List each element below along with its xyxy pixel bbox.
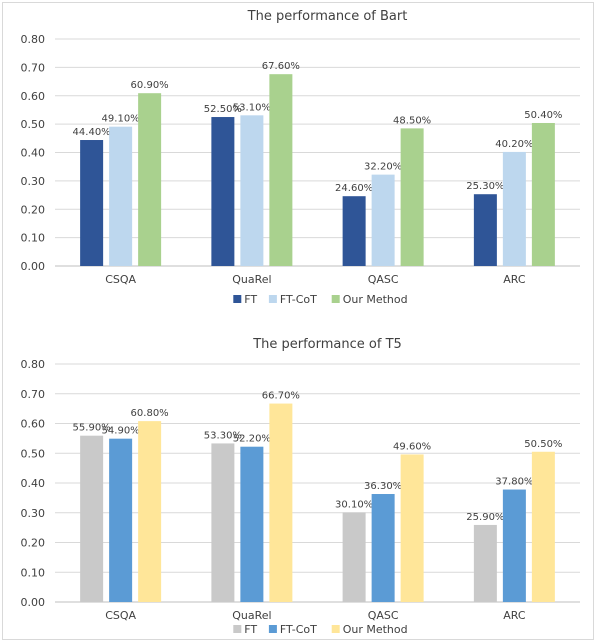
category-label: ARC xyxy=(503,273,526,286)
data-label: 49.10% xyxy=(102,114,140,125)
data-label: 54.90% xyxy=(102,426,140,437)
y-tick-label: 0.70 xyxy=(21,61,46,74)
bar xyxy=(342,196,366,266)
data-label: 49.60% xyxy=(393,441,431,452)
data-label: 67.60% xyxy=(262,61,300,72)
legend-swatch xyxy=(233,625,242,633)
data-label: 25.30% xyxy=(466,181,504,192)
bar xyxy=(138,421,162,602)
y-tick-label: 0.00 xyxy=(21,596,46,609)
y-tick-label: 0.40 xyxy=(21,477,46,490)
y-tick-label: 0.80 xyxy=(21,33,46,46)
legend-swatch xyxy=(233,295,242,303)
bar xyxy=(371,174,395,266)
category-label: CSQA xyxy=(105,609,136,622)
chart-panel-1: The performance of Bart 0.00 0.10 0.20 0.30 0… xyxy=(21,9,580,306)
data-label: 52.20% xyxy=(233,434,271,445)
data-label: 44.40% xyxy=(73,127,111,138)
data-label: 50.50% xyxy=(524,439,562,450)
bar xyxy=(109,438,133,602)
category-label: CSQA xyxy=(105,273,136,286)
data-label: 60.80% xyxy=(131,408,169,419)
legend-swatch xyxy=(268,625,277,633)
legend-label: FT-CoT xyxy=(280,293,317,306)
y-tick-label: 0.40 xyxy=(21,147,46,160)
bar xyxy=(531,122,555,267)
data-label: 30.10% xyxy=(335,499,373,510)
bar xyxy=(473,524,497,602)
y-tick-label: 0.20 xyxy=(21,537,46,550)
chart-title: The performance of Bart xyxy=(247,9,408,24)
legend-swatch xyxy=(331,625,340,633)
bar xyxy=(240,446,264,602)
bar xyxy=(138,93,162,266)
data-label: 32.20% xyxy=(364,162,402,173)
data-label: 40.20% xyxy=(495,139,533,150)
bar xyxy=(400,128,424,266)
y-tick-label: 0.10 xyxy=(21,566,46,579)
y-tick-label: 0.50 xyxy=(21,447,46,460)
data-label: 25.90% xyxy=(466,512,504,523)
category-label: QuaRel xyxy=(232,609,271,622)
y-tick-label: 0.10 xyxy=(21,232,46,245)
legend: FT FT-CoT Our Method xyxy=(233,623,408,636)
data-label: 66.70% xyxy=(262,391,300,402)
data-label: 53.10% xyxy=(233,102,271,113)
bar xyxy=(211,443,235,602)
bar xyxy=(400,454,424,602)
data-label: 24.60% xyxy=(335,183,373,194)
data-label: 52.50% xyxy=(204,104,242,115)
bar xyxy=(342,512,366,602)
legend-label: FT-CoT xyxy=(280,623,317,636)
data-label: 48.50% xyxy=(393,115,431,126)
legend-swatch xyxy=(331,295,340,303)
legend-label: FT xyxy=(244,293,257,306)
legend-label: FT xyxy=(244,623,257,636)
y-tick-label: 0.60 xyxy=(21,418,46,431)
bar xyxy=(80,435,104,602)
y-tick-label: 0.30 xyxy=(21,507,46,520)
y-tick-label: 0.60 xyxy=(21,90,46,103)
bar xyxy=(240,115,264,266)
legend: FT FT-CoT Our Method xyxy=(233,293,408,306)
legend-label: Our Method xyxy=(343,623,408,636)
bar xyxy=(531,451,555,602)
bar xyxy=(211,117,235,266)
bar xyxy=(80,140,104,266)
data-label: 60.90% xyxy=(131,80,169,91)
bar xyxy=(502,151,526,266)
y-tick-label: 0.70 xyxy=(21,388,46,401)
category-label: ARC xyxy=(503,609,526,622)
bar xyxy=(473,194,497,266)
data-label: 55.90% xyxy=(73,423,111,434)
data-label: 53.30% xyxy=(204,430,242,441)
bar xyxy=(371,494,395,602)
legend-label: Our Method xyxy=(343,293,408,306)
bar xyxy=(269,74,293,266)
category-label: QASC xyxy=(368,273,399,286)
data-label: 50.40% xyxy=(524,110,562,121)
y-tick-label: 0.50 xyxy=(21,118,46,131)
bar xyxy=(269,403,293,602)
data-label: 37.80% xyxy=(495,477,533,488)
chart-title: The performance of T5 xyxy=(252,337,402,352)
y-tick-label: 0.00 xyxy=(21,260,46,273)
category-label: QuaRel xyxy=(232,273,271,286)
bar xyxy=(109,126,133,267)
category-label: QASC xyxy=(368,609,399,622)
chart-panel-2: The performance of T5 0.00 0.10 0.20 0.30 0.4… xyxy=(21,337,580,636)
legend-swatch xyxy=(268,295,277,303)
data-label: 36.30% xyxy=(364,481,402,492)
bar xyxy=(502,489,526,602)
y-tick-label: 0.30 xyxy=(21,175,46,188)
y-tick-label: 0.80 xyxy=(21,358,46,371)
y-tick-label: 0.20 xyxy=(21,203,46,216)
